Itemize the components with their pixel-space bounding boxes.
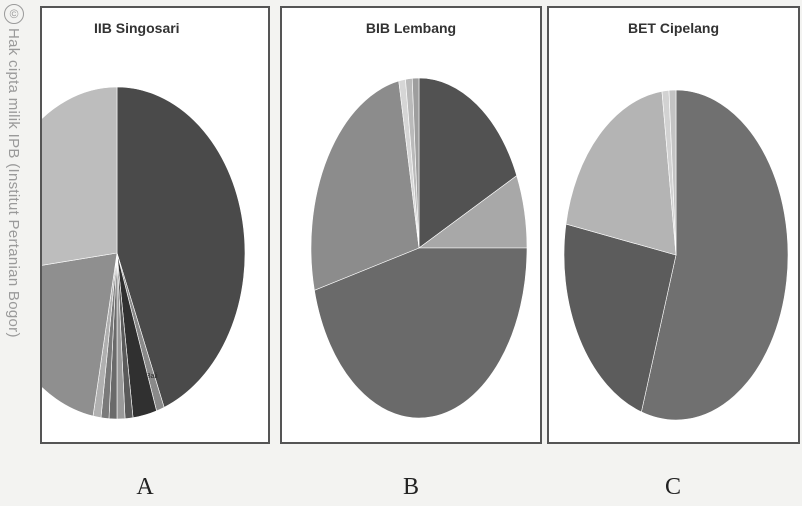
pie-chart-a: Bali	[42, 86, 246, 420]
panel-letter-c: C	[664, 474, 681, 500]
copyright-watermark: © Hak cipta milik IPB (Institut Pertania…	[2, 4, 28, 504]
pie-a-slice-0	[116, 86, 246, 408]
pie-b-slice-3	[310, 80, 420, 291]
pie-b-slice-6	[411, 77, 420, 249]
pie-chart-b	[310, 77, 528, 419]
panel-letter-b: B	[402, 474, 419, 500]
pie-a-slice-1-label: Bali	[146, 373, 158, 380]
pie-title-c: BET Cipelang	[627, 20, 719, 36]
pie-c-slice-0	[641, 89, 789, 421]
pie-c-slice-4	[668, 89, 677, 256]
pie-a-slice-8	[42, 252, 118, 417]
watermark-text: Hak cipta milik IPB (Institut Pertanian …	[5, 28, 22, 338]
pie-b-slice-0	[418, 77, 518, 249]
pie-c-slice-2	[565, 90, 677, 256]
pie-c-slice-1	[563, 223, 677, 413]
copyright-icon: ©	[4, 4, 24, 24]
pie-title-b: BIB Lembang	[365, 20, 457, 36]
pie-b-slice-2	[314, 247, 528, 419]
pie-panel-b: BIB Lembang	[280, 6, 542, 444]
pie-title-a: IIB Singosari	[94, 20, 180, 36]
pie-chart-c	[563, 89, 789, 421]
panel-letter-a: A	[136, 474, 154, 500]
pie-panel-c: BET Cipelang	[547, 6, 800, 444]
pie-a-slice-9	[42, 86, 118, 266]
pie-panel-a: IIB Singosari Bali	[40, 6, 270, 444]
